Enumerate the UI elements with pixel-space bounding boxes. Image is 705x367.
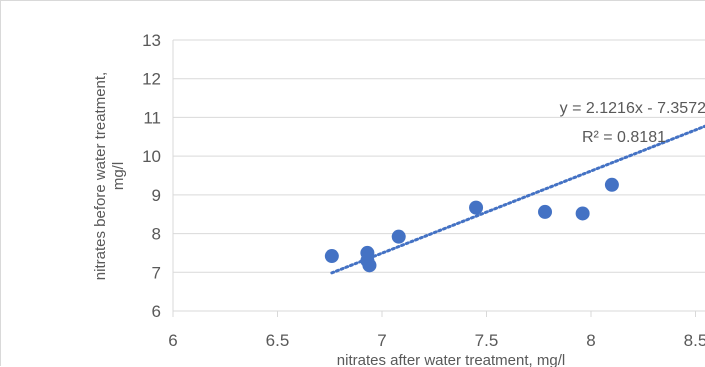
data-point	[469, 200, 484, 215]
trendline	[330, 124, 705, 275]
y-tick-label: 8	[152, 225, 161, 244]
data-points	[324, 177, 619, 273]
data-point	[324, 249, 339, 264]
x-tick-label: 6	[168, 331, 177, 350]
x-tick-label: 8	[586, 331, 595, 350]
data-point	[538, 204, 553, 219]
data-point	[362, 258, 377, 273]
trendline-equation: y = 2.1216x - 7.3572	[560, 100, 705, 117]
y-tick-labels: 6 7 8 9 10 11 12 13	[142, 31, 161, 321]
x-tick-labels: 6 6.5 7 7.5 8 8.5	[168, 331, 705, 350]
y-tick-label: 11	[143, 108, 161, 127]
x-axis-title: nitrates after water treatment, mg/l	[337, 352, 565, 367]
x-tick-label: 8.5	[684, 331, 705, 350]
trendline-group	[330, 124, 705, 275]
y-tick-label: 7	[152, 263, 161, 282]
data-point	[575, 206, 590, 221]
x-tick-label: 7.5	[475, 331, 499, 350]
trendline-r2: R² = 0.8181	[582, 129, 666, 146]
y-tick-label: 6	[152, 302, 161, 321]
y-axis-title-line-1: nitrates before water treatment,	[92, 72, 109, 280]
y-axis-title-line-2: mg/l	[110, 162, 127, 190]
y-tick-label: 9	[152, 186, 161, 205]
x-tick-label: 7	[377, 331, 386, 350]
data-point	[391, 229, 406, 244]
x-tick-label: 6.5	[266, 331, 290, 350]
y-tick-label: 13	[142, 31, 161, 50]
y-tick-label: 10	[142, 147, 161, 166]
gridlines	[172, 39, 705, 317]
y-tick-label: 12	[142, 70, 161, 89]
data-point	[604, 177, 619, 192]
